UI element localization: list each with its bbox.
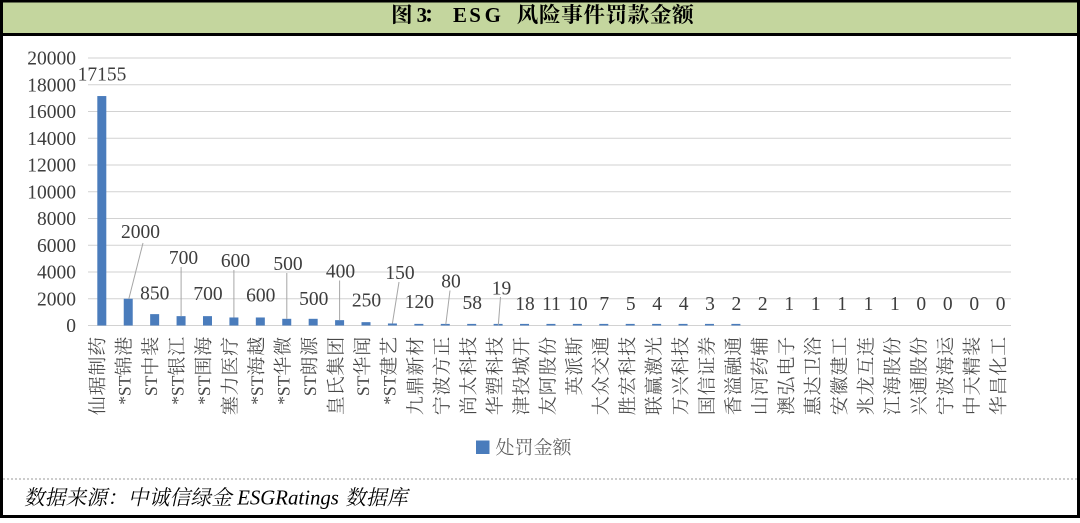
svg-text:4: 4	[679, 294, 689, 315]
svg-text:500: 500	[273, 254, 302, 275]
svg-text:1: 1	[890, 294, 900, 315]
svg-text:4: 4	[652, 294, 662, 315]
svg-text:8000: 8000	[37, 209, 76, 230]
svg-text:600: 600	[221, 251, 250, 272]
svg-text:150: 150	[385, 263, 414, 284]
svg-text:ESGRatings: ESGRatings	[236, 487, 339, 510]
svg-text:250: 250	[352, 291, 381, 312]
svg-text:2000: 2000	[121, 222, 160, 243]
svg-text:58: 58	[462, 293, 482, 314]
svg-text:1: 1	[837, 294, 847, 315]
svg-text:500: 500	[299, 289, 328, 310]
svg-text:14000: 14000	[27, 129, 76, 150]
svg-text:1: 1	[811, 294, 821, 315]
svg-text:4000: 4000	[37, 263, 76, 284]
svg-text:20000: 20000	[27, 49, 76, 70]
svg-text:3: 3	[417, 3, 427, 27]
svg-text:0: 0	[969, 294, 979, 315]
svg-text:12000: 12000	[27, 156, 76, 177]
svg-text:17155: 17155	[78, 65, 127, 86]
svg-text:2000: 2000	[37, 289, 76, 310]
svg-text:S: S	[469, 3, 481, 27]
svg-text:2: 2	[732, 294, 742, 315]
svg-text:1: 1	[784, 294, 794, 315]
svg-text:700: 700	[193, 284, 222, 305]
svg-text:600: 600	[246, 286, 275, 307]
svg-text:0: 0	[996, 294, 1006, 315]
svg-text:18000: 18000	[27, 75, 76, 96]
svg-text:3: 3	[705, 294, 715, 315]
svg-text:E: E	[453, 3, 467, 27]
svg-text:0: 0	[66, 316, 76, 337]
svg-text:80: 80	[441, 272, 461, 293]
svg-text:1: 1	[864, 294, 874, 315]
svg-text:5: 5	[626, 294, 636, 315]
svg-text:6000: 6000	[37, 236, 76, 257]
svg-text:700: 700	[169, 248, 198, 269]
svg-text:120: 120	[405, 292, 434, 313]
svg-text:0: 0	[916, 294, 926, 315]
svg-text:18: 18	[515, 294, 535, 315]
svg-text:0: 0	[943, 294, 953, 315]
svg-text:10: 10	[568, 294, 588, 315]
svg-text:2: 2	[758, 294, 768, 315]
svg-text:11: 11	[542, 294, 561, 315]
svg-text:16000: 16000	[27, 102, 76, 123]
svg-text:10000: 10000	[27, 182, 76, 203]
svg-text:G: G	[485, 3, 501, 27]
svg-text:850: 850	[140, 284, 169, 305]
svg-text:19: 19	[492, 279, 512, 300]
svg-text:7: 7	[599, 294, 609, 315]
svg-text:400: 400	[326, 262, 355, 283]
